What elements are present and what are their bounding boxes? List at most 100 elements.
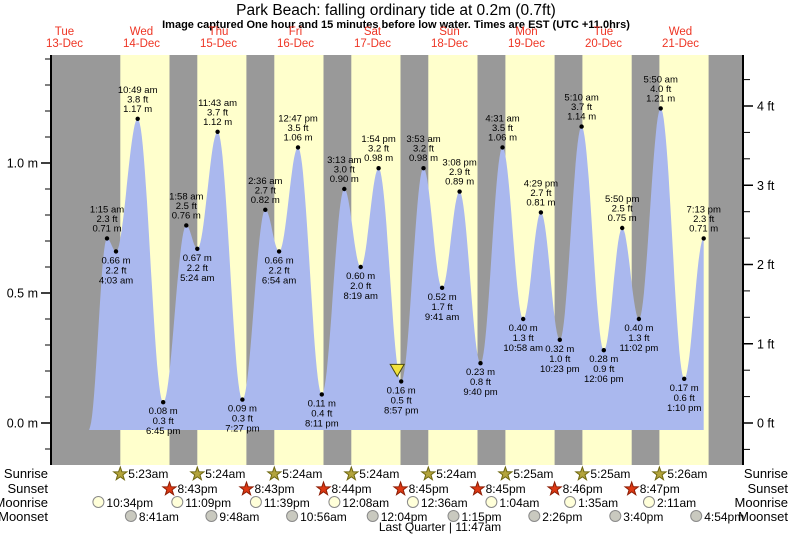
tide-extreme-labels: 1:15 am2.3 ft0.71 m0.66 m2.2 ft4:03 am10… (90, 74, 721, 437)
sunset-star-icon (546, 480, 563, 496)
tide-label-m: 0.81 m (526, 197, 555, 208)
tide-label-time: 2:36 am (248, 176, 282, 187)
moonrise-time: 12:36am (421, 496, 468, 510)
tide-point-dot (557, 337, 562, 342)
sunset-star-icon (469, 480, 486, 496)
day-date-label: 17-Dec (354, 38, 391, 50)
sun-moon-rows: 5:23am 5:24am 5:24am 5:24am 5:24am 5:25am 5:25… (92, 465, 744, 524)
moonset-moon-icon (286, 510, 299, 522)
tide-label-m: 0.89 m (445, 177, 474, 188)
tide-label-m: 0.40 m (624, 323, 653, 334)
tide-label-m: 0.98 m (409, 153, 438, 164)
tide-label-ft: 1.3 ft (628, 333, 649, 344)
moonset-time: 8:41am (139, 510, 179, 524)
tide-point-dot (500, 145, 505, 150)
tide-label-ft: 4.0 ft (650, 84, 671, 95)
tide-label-time: 5:24 am (180, 273, 214, 284)
moonrise-moon-icon (485, 496, 498, 508)
tide-label-m: 0.11 m (308, 398, 336, 409)
day-date-label: 18-Dec (431, 38, 468, 50)
tide-label-time: 10:23 pm (540, 364, 580, 375)
tide-label-time: 1:54 pm (361, 134, 395, 145)
tide-label-time: 7:13 pm (687, 204, 721, 215)
tide-point-dot (579, 124, 584, 129)
tide-label-ft: 0.6 ft (674, 393, 695, 404)
tide-label-m: 0.23 m (466, 367, 495, 378)
sunrise-star-icon (497, 465, 514, 481)
tide-label-time: 11:43 am (198, 98, 237, 109)
chart-subtitle: Image captured One hour and 15 minutes b… (162, 19, 630, 31)
tide-label-m: 0.60 m (346, 271, 375, 282)
sunrise-time: 5:24am (205, 467, 245, 481)
moon-phase-label: Last Quarter | 11:47am (379, 520, 501, 534)
day-weekday-label: Fri (289, 26, 302, 38)
tide-label-ft: 0.9 ft (593, 364, 614, 375)
sunrise-star-icon (343, 465, 360, 481)
axes: 1.0 m 0.5 m 0.0 m 4 ft 3 ft 2 ft 1 ft 0 ft (7, 55, 775, 465)
tide-label-ft: 1.3 ft (513, 333, 534, 344)
sunset-time: 8:45pm (486, 482, 526, 496)
sunrise-star-icon (651, 465, 668, 481)
current-time-marker (389, 363, 406, 378)
moonrise-time: 1:04am (499, 496, 539, 510)
tide-label-ft: 2.0 ft (350, 281, 371, 292)
day-date-label: 13-Dec (46, 38, 83, 50)
tide-label-ft: 3.5 ft (492, 123, 513, 134)
tide-label-ft: 3.8 ft (127, 94, 148, 105)
day-date-label: 15-Dec (200, 38, 237, 50)
tide-label-time: 6:45 pm (146, 426, 180, 437)
tide-point-dot (620, 225, 625, 231)
day-weekday-label: Wed (130, 26, 153, 38)
tide-label-ft: 2.2 ft (187, 263, 208, 274)
sunrise-time: 5:26am (667, 467, 707, 481)
sunset-time: 8:45pm (409, 482, 449, 496)
day-weekday-label: Tue (55, 26, 74, 38)
tide-label-m: 0.52 m (428, 292, 457, 303)
tide-label-ft: 0.3 ft (232, 414, 253, 425)
tide-label-m: 0.90 m (330, 174, 359, 185)
moonset-moon-icon (366, 510, 379, 522)
tide-label-ft: 2.9 ft (449, 167, 470, 178)
tide-label-ft: 0.5 ft (391, 395, 412, 406)
moonrise-moon-icon (643, 496, 655, 508)
tide-label-time: 4:03 am (99, 275, 133, 286)
moonset-time: 9:48am (219, 510, 259, 524)
tide-label-ft: 2.3 ft (693, 214, 714, 225)
tide-label-ft: 0.3 ft (153, 416, 174, 427)
tide-label-ft: 3.7 ft (207, 107, 228, 118)
tide-point-dot (358, 264, 363, 270)
moonrise-moon-icon (92, 496, 105, 508)
moonset-time: 10:56am (300, 510, 347, 524)
tide-label-time: 3:53 am (406, 134, 440, 145)
tide-point-dot (457, 189, 462, 194)
tide-label-m: 0.17 m (670, 383, 699, 394)
tide-label-m: 1.12 m (203, 117, 232, 128)
tide-label-time: 4:29 pm (524, 178, 558, 189)
moonrise-row-label-left: Moonrise (0, 495, 48, 510)
tide-label-time: 8:57 pm (384, 405, 418, 416)
tide-label-ft: 1.0 ft (549, 354, 570, 365)
tide-area (89, 108, 704, 431)
tide-label-m: 0.66 m (265, 255, 294, 266)
sunset-time: 8:44pm (332, 482, 372, 496)
sunset-time: 8:43pm (255, 482, 295, 496)
day-weekday-label: Sun (439, 26, 459, 38)
tide-point-dot (439, 285, 445, 290)
sunrise-star-icon (112, 465, 129, 481)
left-axis-tick-label: 0.5 m (7, 287, 38, 301)
moonset-time: 1:15pm (462, 510, 502, 524)
sunset-time: 8:47pm (640, 482, 680, 496)
sunrise-time: 5:24am (359, 467, 399, 481)
day-weekday-label: Thu (209, 26, 229, 38)
tide-label-m: 0.66 m (101, 255, 130, 266)
moonrise-moon-icon (328, 496, 341, 508)
moonrise-time: 12:08am (342, 496, 389, 510)
tide-point-dot (135, 116, 140, 122)
sunrise-row-label-right: Sunrise (744, 466, 788, 481)
sunset-star-icon (161, 480, 178, 496)
sunset-time: 8:46pm (563, 482, 603, 496)
tide-label-time: 5:10 am (564, 93, 598, 104)
tide-label-time: 9:41 am (425, 312, 459, 323)
moonset-moon-icon (447, 510, 460, 522)
